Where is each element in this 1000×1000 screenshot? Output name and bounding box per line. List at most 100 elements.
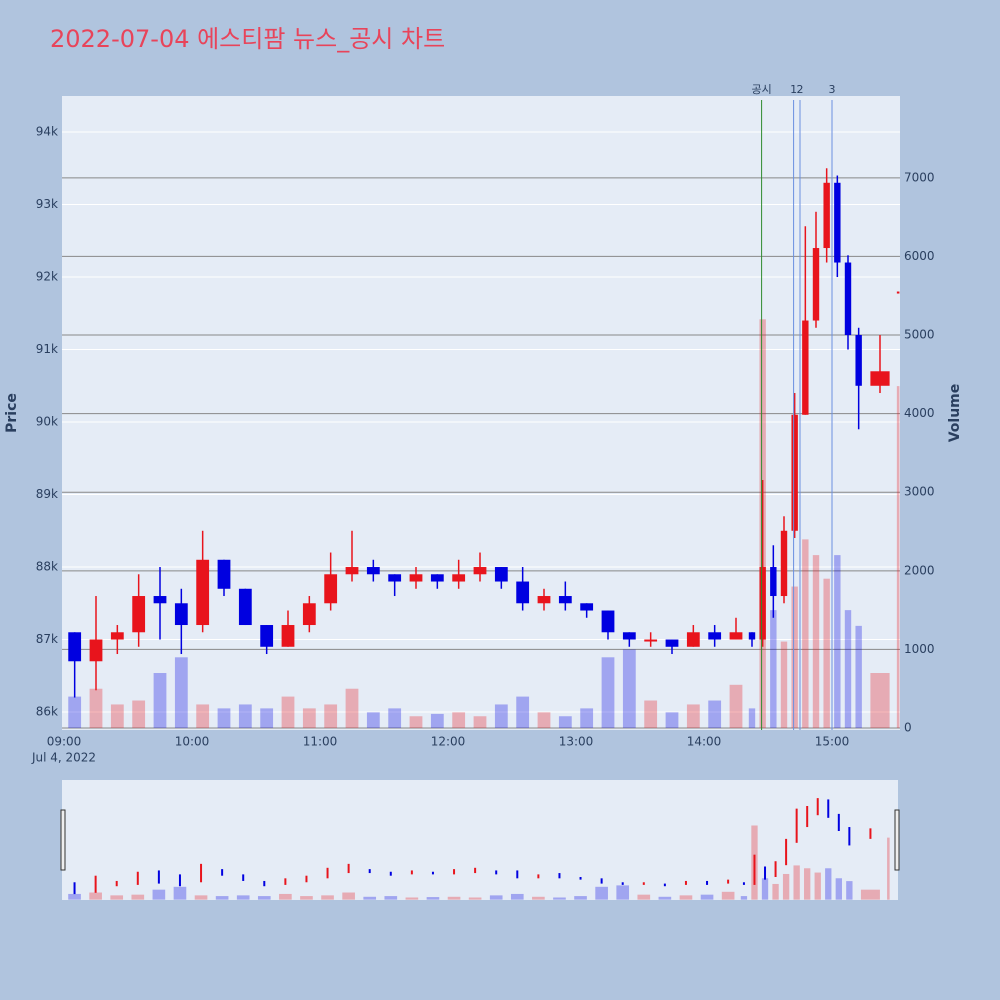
- volume-bar: [409, 716, 423, 729]
- x-tick-label: 13:00: [559, 735, 594, 749]
- chart-title: 2022-07-04 에스티팜 뉴스_공시 차트: [50, 25, 445, 53]
- slider-volume-bar: [215, 896, 229, 900]
- volume-bar: [748, 708, 756, 729]
- slider-volume-bar: [721, 891, 735, 900]
- volume-bar: [802, 539, 809, 729]
- candle-body: [644, 639, 658, 642]
- slider-volume-bar: [236, 895, 250, 900]
- candle-body: [823, 182, 830, 249]
- candle-body: [780, 530, 788, 597]
- slider-volume-bar: [68, 893, 81, 900]
- slider-volume-bar: [89, 892, 102, 900]
- y-axis-title: Price: [4, 393, 20, 433]
- candle-body: [708, 632, 722, 640]
- candle-body: [302, 603, 316, 626]
- candle-body: [770, 567, 777, 597]
- y-tick-label: 87k: [36, 632, 58, 646]
- slider-handle[interactable]: [894, 809, 900, 871]
- x-tick-label: 15:00: [815, 735, 850, 749]
- slider-volume-bar: [700, 894, 714, 900]
- y-tick-label: 90k: [36, 415, 58, 429]
- y2-tick-label: 7000: [904, 170, 935, 184]
- slider-volume-bar: [321, 895, 334, 900]
- volume-bar: [823, 578, 830, 729]
- volume-bar: [644, 700, 658, 729]
- candle-body: [580, 603, 594, 611]
- y-tick-label: 93k: [36, 197, 58, 211]
- y2-tick-label: 0: [904, 721, 912, 735]
- y-tick-label: 86k: [36, 705, 58, 719]
- candle-body: [196, 559, 210, 626]
- candle-body: [537, 596, 551, 604]
- slider-volume-bar: [846, 881, 853, 900]
- candle-body: [844, 262, 852, 336]
- candle-body: [68, 632, 82, 662]
- slider-volume-bar: [740, 896, 748, 900]
- slider-volume-bar: [679, 895, 693, 900]
- slider-volume-bar: [131, 894, 145, 900]
- volume-bar: [452, 712, 466, 729]
- candle-body: [281, 625, 295, 647]
- candle-body: [153, 596, 167, 604]
- volume-bar: [780, 641, 788, 729]
- slider-volume-bar: [384, 896, 398, 900]
- slider-volume-bar: [363, 896, 377, 900]
- volume-bar: [580, 708, 594, 729]
- candle-body: [516, 581, 530, 604]
- candle-body: [494, 567, 508, 582]
- volume-bar: [238, 704, 252, 729]
- slider-volume-bar: [173, 886, 187, 900]
- candle-body: [174, 603, 188, 626]
- volume-bar: [896, 386, 900, 729]
- volume-bar: [281, 696, 295, 729]
- candle-body: [812, 248, 820, 321]
- candle-body: [601, 610, 615, 633]
- x-tick-label: 09:00: [47, 735, 82, 749]
- slider-volume-bar: [595, 886, 608, 900]
- y2-axis-title: Volume: [947, 384, 963, 443]
- candle-body: [260, 625, 274, 647]
- volume-bar: [132, 700, 146, 729]
- volume-bar: [430, 713, 444, 729]
- candle-body: [366, 567, 380, 575]
- y2-tick-label: 2000: [904, 563, 935, 577]
- y2-tick-label: 6000: [904, 249, 935, 263]
- volume-bar: [302, 708, 316, 729]
- volume-bar: [153, 673, 167, 729]
- y2-tick-label: 3000: [904, 485, 935, 499]
- candle-body: [430, 574, 444, 582]
- volume-bar: [388, 708, 402, 729]
- candle-body: [622, 632, 636, 640]
- volume-bar: [558, 716, 572, 729]
- slider-volume-bar: [772, 883, 779, 900]
- y2-tick-label: 4000: [904, 406, 935, 420]
- volume-bar: [812, 555, 820, 729]
- y-tick-label: 91k: [36, 342, 58, 356]
- volume-bar: [366, 712, 380, 729]
- candle-body: [834, 182, 841, 263]
- slider-volume-bar: [510, 893, 524, 900]
- candle-body: [345, 567, 359, 575]
- candle-body: [238, 588, 252, 626]
- slider-volume-bar: [825, 868, 832, 900]
- volume-bar: [345, 688, 359, 729]
- range-slider[interactable]: [62, 780, 898, 900]
- volume-bar: [537, 712, 551, 729]
- candle-body: [791, 414, 798, 531]
- x-tick-label: 14:00: [687, 735, 722, 749]
- candle-body: [759, 567, 766, 640]
- volume-bar: [473, 716, 487, 729]
- candle-body: [473, 567, 487, 575]
- annotation-label: 공시: [751, 83, 771, 96]
- slider-handle[interactable]: [60, 809, 66, 871]
- candle-body: [729, 632, 743, 640]
- candle-body: [388, 574, 402, 582]
- y-tick-label: 94k: [36, 125, 58, 139]
- candle-body: [855, 335, 862, 386]
- y-tick-label: 92k: [36, 270, 58, 284]
- slider-volume-bar: [793, 865, 800, 900]
- volume-bar: [622, 649, 636, 729]
- slider-volume-bar: [782, 873, 790, 900]
- volume-bar: [260, 708, 274, 729]
